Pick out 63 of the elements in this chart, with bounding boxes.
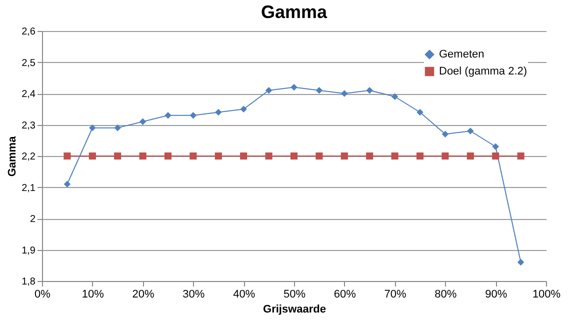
point <box>265 87 272 94</box>
point <box>88 152 96 160</box>
point <box>366 87 373 94</box>
x-tick-label: 20% <box>132 288 155 300</box>
y-tick-label: 2,5 <box>22 58 36 69</box>
point <box>416 152 424 160</box>
point <box>139 118 146 125</box>
point <box>316 87 323 94</box>
y-tick-label: 2,3 <box>22 120 36 132</box>
legend-label: Gemeten <box>439 48 484 60</box>
point <box>215 108 222 116</box>
point <box>139 152 146 160</box>
y-tick-label: 2,2 <box>22 152 36 162</box>
y-tick-label: 2,1 <box>22 182 36 194</box>
point <box>366 152 374 160</box>
point <box>517 152 524 160</box>
y-tick-label: 1,8 <box>22 276 36 288</box>
legend-label: Doel (gamma 2.2) <box>439 66 528 78</box>
point <box>467 128 474 134</box>
point <box>164 152 172 160</box>
x-tick-label: 40% <box>233 288 256 300</box>
x-tick-label: 50% <box>283 288 306 300</box>
point <box>492 143 499 150</box>
point <box>466 152 474 160</box>
point <box>290 84 298 91</box>
chart-title: Gamma <box>260 2 328 22</box>
point <box>89 124 96 132</box>
y-tick-label: 2 <box>30 214 36 225</box>
point <box>64 152 71 160</box>
x-tick-label: 90% <box>485 288 508 300</box>
point <box>114 152 122 160</box>
point <box>391 152 398 160</box>
y-tick-label: 1,9 <box>22 245 36 256</box>
point <box>240 152 248 160</box>
point <box>290 152 298 160</box>
point <box>64 180 71 188</box>
point <box>190 152 197 160</box>
x-tick-label: 80% <box>434 288 457 300</box>
point <box>316 152 323 160</box>
point <box>517 258 524 266</box>
x-tick-label: 60% <box>334 288 356 300</box>
point <box>114 124 121 132</box>
point <box>190 112 197 119</box>
point <box>240 106 247 112</box>
point <box>492 152 500 160</box>
x-axis-title: Grijswaarde <box>263 304 326 316</box>
point <box>416 108 424 116</box>
x-tick-label: 30% <box>182 288 205 300</box>
point <box>164 112 172 119</box>
y-tick-label: 2,6 <box>22 26 36 38</box>
point <box>391 93 398 100</box>
point <box>442 130 449 138</box>
point <box>442 152 449 160</box>
point <box>265 152 272 160</box>
y-tick-label: 2,4 <box>22 89 36 100</box>
point <box>340 152 348 160</box>
x-tick-label: 70% <box>384 288 407 300</box>
point <box>341 90 348 97</box>
y-axis-title: Gamma <box>6 135 19 177</box>
x-tick-label: 0% <box>34 288 51 300</box>
x-tick-label: 100% <box>532 288 561 300</box>
x-tick-label: 10% <box>82 288 104 300</box>
point <box>214 152 222 160</box>
